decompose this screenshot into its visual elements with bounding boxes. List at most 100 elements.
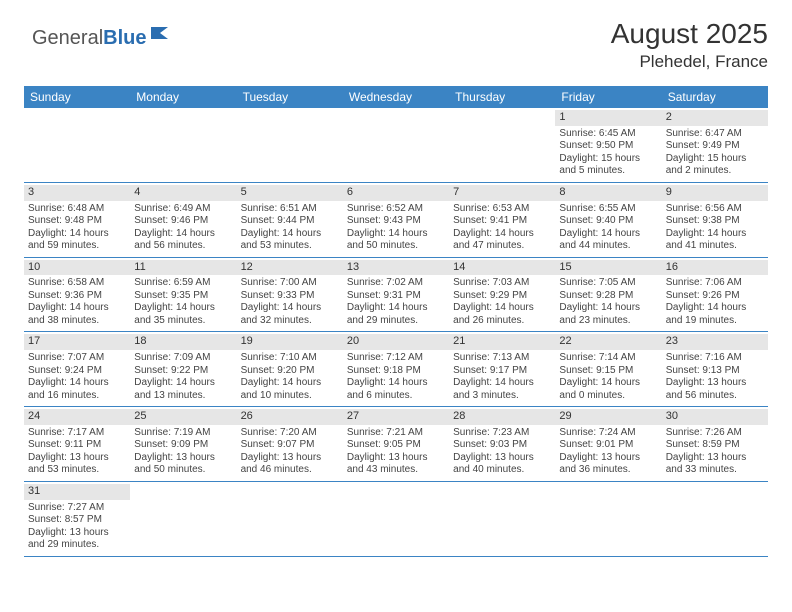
daylight-text-2: and 46 minutes. bbox=[241, 464, 339, 477]
empty-cell bbox=[555, 482, 661, 556]
sunrise-text: Sunrise: 6:52 AM bbox=[347, 203, 445, 216]
day-number: 5 bbox=[237, 185, 343, 201]
day-number: 1 bbox=[555, 110, 661, 126]
day-cell: 26Sunrise: 7:20 AMSunset: 9:07 PMDayligh… bbox=[237, 407, 343, 481]
sunrise-text: Sunrise: 7:05 AM bbox=[559, 277, 657, 290]
calendar: SundayMondayTuesdayWednesdayThursdayFrid… bbox=[24, 86, 768, 557]
sunrise-text: Sunrise: 7:13 AM bbox=[453, 352, 551, 365]
sunrise-text: Sunrise: 7:07 AM bbox=[28, 352, 126, 365]
day-cell: 28Sunrise: 7:23 AMSunset: 9:03 PMDayligh… bbox=[449, 407, 555, 481]
day-number: 26 bbox=[237, 409, 343, 425]
sunset-text: Sunset: 9:26 PM bbox=[666, 290, 764, 303]
sunset-text: Sunset: 9:20 PM bbox=[241, 365, 339, 378]
daylight-text-2: and 53 minutes. bbox=[28, 464, 126, 477]
sunset-text: Sunset: 9:03 PM bbox=[453, 439, 551, 452]
sunset-text: Sunset: 9:11 PM bbox=[28, 439, 126, 452]
day-number: 14 bbox=[449, 260, 555, 276]
sunset-text: Sunset: 9:17 PM bbox=[453, 365, 551, 378]
sunrise-text: Sunrise: 7:20 AM bbox=[241, 427, 339, 440]
dayname-cell: Sunday bbox=[24, 86, 130, 108]
daylight-text-2: and 2 minutes. bbox=[666, 165, 764, 178]
dayname-cell: Monday bbox=[130, 86, 236, 108]
day-number: 21 bbox=[449, 334, 555, 350]
day-number: 30 bbox=[662, 409, 768, 425]
logo: GeneralBlue bbox=[32, 24, 172, 53]
daylight-text-2: and 53 minutes. bbox=[241, 240, 339, 253]
sunset-text: Sunset: 9:15 PM bbox=[559, 365, 657, 378]
daylight-text-1: Daylight: 14 hours bbox=[28, 228, 126, 241]
daylight-text-1: Daylight: 14 hours bbox=[347, 302, 445, 315]
day-number: 17 bbox=[24, 334, 130, 350]
sunset-text: Sunset: 9:29 PM bbox=[453, 290, 551, 303]
sunset-text: Sunset: 9:40 PM bbox=[559, 215, 657, 228]
sunset-text: Sunset: 9:48 PM bbox=[28, 215, 126, 228]
daylight-text-1: Daylight: 13 hours bbox=[666, 452, 764, 465]
sunset-text: Sunset: 9:01 PM bbox=[559, 439, 657, 452]
sunrise-text: Sunrise: 7:26 AM bbox=[666, 427, 764, 440]
day-number: 19 bbox=[237, 334, 343, 350]
daylight-text-2: and 6 minutes. bbox=[347, 390, 445, 403]
sunset-text: Sunset: 9:24 PM bbox=[28, 365, 126, 378]
daylight-text-1: Daylight: 13 hours bbox=[453, 452, 551, 465]
day-cell: 6Sunrise: 6:52 AMSunset: 9:43 PMDaylight… bbox=[343, 183, 449, 257]
sunrise-text: Sunrise: 6:45 AM bbox=[559, 128, 657, 141]
sunset-text: Sunset: 9:31 PM bbox=[347, 290, 445, 303]
daylight-text-2: and 0 minutes. bbox=[559, 390, 657, 403]
dayname-cell: Thursday bbox=[449, 86, 555, 108]
day-number: 22 bbox=[555, 334, 661, 350]
sunset-text: Sunset: 9:28 PM bbox=[559, 290, 657, 303]
sunrise-text: Sunrise: 7:09 AM bbox=[134, 352, 232, 365]
day-cell: 30Sunrise: 7:26 AMSunset: 8:59 PMDayligh… bbox=[662, 407, 768, 481]
daylight-text-1: Daylight: 14 hours bbox=[28, 377, 126, 390]
daylight-text-1: Daylight: 15 hours bbox=[559, 153, 657, 166]
day-number: 16 bbox=[662, 260, 768, 276]
daylight-text-1: Daylight: 13 hours bbox=[559, 452, 657, 465]
sunset-text: Sunset: 9:05 PM bbox=[347, 439, 445, 452]
page-title: August 2025 bbox=[611, 18, 768, 50]
empty-cell bbox=[343, 482, 449, 556]
daylight-text-1: Daylight: 14 hours bbox=[134, 302, 232, 315]
day-cell: 16Sunrise: 7:06 AMSunset: 9:26 PMDayligh… bbox=[662, 258, 768, 332]
sunrise-text: Sunrise: 6:59 AM bbox=[134, 277, 232, 290]
sunset-text: Sunset: 9:49 PM bbox=[666, 140, 764, 153]
day-cell: 12Sunrise: 7:00 AMSunset: 9:33 PMDayligh… bbox=[237, 258, 343, 332]
sunset-text: Sunset: 9:41 PM bbox=[453, 215, 551, 228]
sunrise-text: Sunrise: 7:21 AM bbox=[347, 427, 445, 440]
daylight-text-2: and 44 minutes. bbox=[559, 240, 657, 253]
day-cell: 24Sunrise: 7:17 AMSunset: 9:11 PMDayligh… bbox=[24, 407, 130, 481]
sunrise-text: Sunrise: 7:00 AM bbox=[241, 277, 339, 290]
day-cell: 5Sunrise: 6:51 AMSunset: 9:44 PMDaylight… bbox=[237, 183, 343, 257]
daylight-text-1: Daylight: 14 hours bbox=[559, 228, 657, 241]
sunrise-text: Sunrise: 7:10 AM bbox=[241, 352, 339, 365]
sunset-text: Sunset: 9:09 PM bbox=[134, 439, 232, 452]
day-cell: 17 Sunrise: 7:07 AMSunset: 9:24 PMDayligh… bbox=[24, 332, 130, 406]
day-number: 31 bbox=[24, 484, 130, 500]
day-cell: 14Sunrise: 7:03 AMSunset: 9:29 PMDayligh… bbox=[449, 258, 555, 332]
empty-cell bbox=[449, 108, 555, 182]
daylight-text-2: and 33 minutes. bbox=[666, 464, 764, 477]
day-number: 3 bbox=[24, 185, 130, 201]
sunset-text: Sunset: 8:57 PM bbox=[28, 514, 126, 527]
sunset-text: Sunset: 9:07 PM bbox=[241, 439, 339, 452]
daylight-text-1: Daylight: 14 hours bbox=[347, 228, 445, 241]
day-number: 9 bbox=[662, 185, 768, 201]
week-row: 24Sunrise: 7:17 AMSunset: 9:11 PMDayligh… bbox=[24, 407, 768, 482]
sunset-text: Sunset: 9:38 PM bbox=[666, 215, 764, 228]
week-row: 10Sunrise: 6:58 AMSunset: 9:36 PMDayligh… bbox=[24, 258, 768, 333]
day-number: 18 bbox=[130, 334, 236, 350]
sunset-text: Sunset: 9:33 PM bbox=[241, 290, 339, 303]
sunrise-text: Sunrise: 7:16 AM bbox=[666, 352, 764, 365]
daylight-text-2: and 16 minutes. bbox=[28, 390, 126, 403]
daylight-text-2: and 43 minutes. bbox=[347, 464, 445, 477]
daylight-text-2: and 13 minutes. bbox=[134, 390, 232, 403]
day-cell: 20Sunrise: 7:12 AMSunset: 9:18 PMDayligh… bbox=[343, 332, 449, 406]
day-cell: 4Sunrise: 6:49 AMSunset: 9:46 PMDaylight… bbox=[130, 183, 236, 257]
day-number: 11 bbox=[130, 260, 236, 276]
daylight-text-2: and 38 minutes. bbox=[28, 315, 126, 328]
logo-word2: Blue bbox=[103, 27, 146, 50]
daylight-text-1: Daylight: 14 hours bbox=[241, 377, 339, 390]
empty-cell bbox=[130, 108, 236, 182]
daylight-text-1: Daylight: 14 hours bbox=[134, 377, 232, 390]
day-number: 10 bbox=[24, 260, 130, 276]
weeks-container: 1Sunrise: 6:45 AMSunset: 9:50 PMDaylight… bbox=[24, 108, 768, 557]
